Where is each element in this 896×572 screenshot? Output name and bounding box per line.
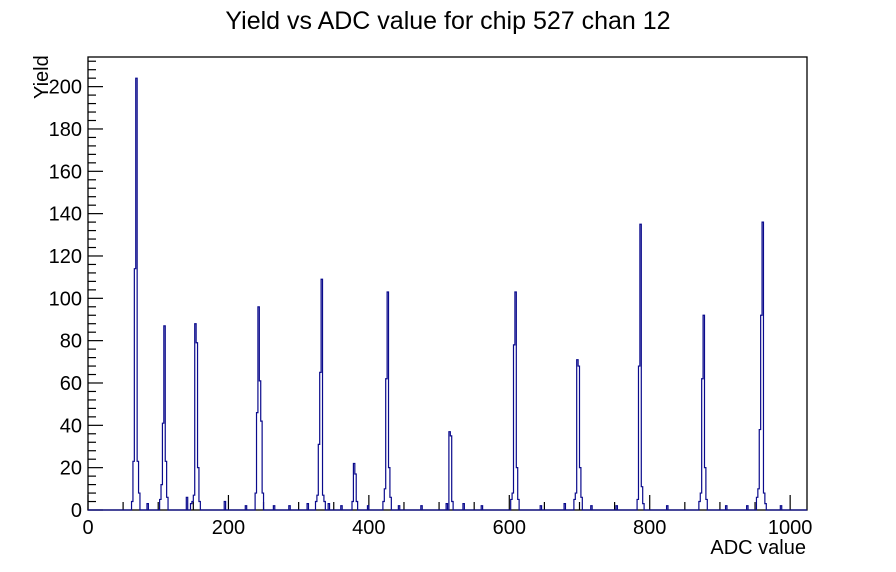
- y-tick-label: 20: [60, 458, 82, 480]
- x-tick-label: 400: [352, 517, 385, 539]
- histogram-line: [88, 77, 807, 511]
- y-axis-title: Yield: [31, 55, 53, 99]
- x-tick-label: 600: [493, 517, 526, 539]
- y-tick-label: 100: [49, 288, 82, 310]
- y-tick-label: 60: [60, 373, 82, 395]
- x-tick-label: 1000: [768, 517, 813, 539]
- y-tick-label: 80: [60, 331, 82, 353]
- y-tick-label: 200: [49, 77, 82, 99]
- y-tick-label: 180: [49, 119, 82, 141]
- x-tick-label: 800: [633, 517, 666, 539]
- chart-title: Yield vs ADC value for chip 527 chan 12: [225, 7, 671, 35]
- x-axis-title: ADC value: [710, 537, 806, 559]
- y-tick-label: 160: [49, 161, 82, 183]
- y-tick-label: 120: [49, 246, 82, 268]
- y-tick-label: 140: [49, 204, 82, 226]
- x-tick-label: 0: [82, 517, 93, 539]
- y-tick-label: 40: [60, 415, 82, 437]
- plot-frame: [87, 56, 808, 511]
- y-tick-label: 0: [71, 500, 82, 522]
- x-tick-label: 200: [212, 517, 245, 539]
